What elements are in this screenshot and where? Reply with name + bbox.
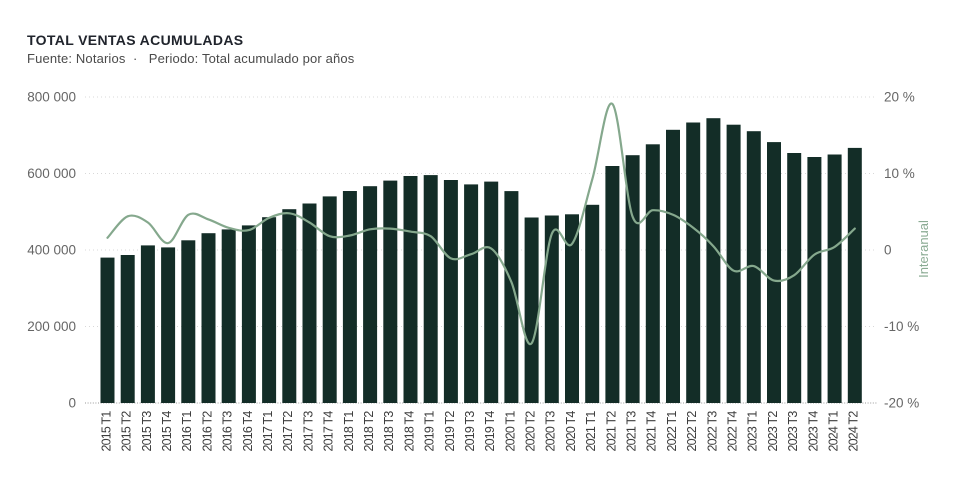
svg-text:2022 T4: 2022 T4: [726, 411, 740, 452]
svg-text:2021 T2: 2021 T2: [604, 411, 618, 452]
svg-text:2020 T4: 2020 T4: [564, 411, 578, 452]
svg-text:2021 T4: 2021 T4: [645, 411, 659, 452]
svg-text:2022 T2: 2022 T2: [685, 411, 699, 452]
svg-text:2017 T1: 2017 T1: [261, 411, 275, 452]
svg-text:0: 0: [68, 396, 76, 411]
svg-text:2018 T4: 2018 T4: [402, 411, 416, 452]
svg-text:2017 T4: 2017 T4: [322, 411, 336, 452]
svg-text:Interanual: Interanual: [916, 220, 931, 278]
svg-text:20 %: 20 %: [884, 90, 915, 105]
svg-text:2023 T4: 2023 T4: [806, 411, 820, 452]
svg-text:2019 T2: 2019 T2: [443, 411, 457, 452]
svg-text:-10 %: -10 %: [884, 319, 919, 334]
svg-text:2018 T3: 2018 T3: [382, 411, 396, 452]
svg-text:2023 T3: 2023 T3: [786, 411, 800, 452]
svg-text:800 000: 800 000: [27, 90, 76, 105]
svg-text:2024 T1: 2024 T1: [827, 411, 841, 452]
svg-text:2017 T3: 2017 T3: [301, 411, 315, 452]
svg-text:2020 T1: 2020 T1: [503, 411, 517, 452]
svg-text:2023 T1: 2023 T1: [746, 411, 760, 452]
svg-text:2018 T2: 2018 T2: [362, 411, 376, 452]
svg-text:2015 T1: 2015 T1: [99, 411, 113, 452]
svg-text:2020 T3: 2020 T3: [544, 411, 558, 452]
svg-text:2018 T1: 2018 T1: [342, 411, 356, 452]
svg-text:2022 T1: 2022 T1: [665, 411, 679, 452]
svg-text:2022 T3: 2022 T3: [705, 411, 719, 452]
svg-text:2021 T3: 2021 T3: [625, 411, 639, 452]
svg-text:2015 T3: 2015 T3: [140, 411, 154, 452]
svg-text:0: 0: [884, 243, 892, 258]
svg-text:2016 T3: 2016 T3: [221, 411, 235, 452]
svg-text:-20 %: -20 %: [884, 396, 919, 411]
svg-text:2023 T2: 2023 T2: [766, 411, 780, 452]
svg-text:2016 T4: 2016 T4: [241, 411, 255, 452]
svg-text:10 %: 10 %: [884, 166, 915, 181]
svg-text:2016 T2: 2016 T2: [200, 411, 214, 452]
svg-text:2019 T1: 2019 T1: [423, 411, 437, 452]
svg-text:2016 T1: 2016 T1: [180, 411, 194, 452]
svg-text:400 000: 400 000: [27, 243, 76, 258]
svg-text:2020 T2: 2020 T2: [524, 411, 538, 452]
svg-text:2019 T4: 2019 T4: [483, 411, 497, 452]
svg-text:2024 T2: 2024 T2: [847, 411, 861, 452]
svg-text:600 000: 600 000: [27, 166, 76, 181]
svg-text:2021 T1: 2021 T1: [584, 411, 598, 452]
svg-text:2017 T2: 2017 T2: [281, 411, 295, 452]
svg-text:2019 T3: 2019 T3: [463, 411, 477, 452]
svg-text:200 000: 200 000: [27, 319, 76, 334]
svg-text:2015 T4: 2015 T4: [160, 411, 174, 452]
svg-text:2015 T2: 2015 T2: [120, 411, 134, 452]
